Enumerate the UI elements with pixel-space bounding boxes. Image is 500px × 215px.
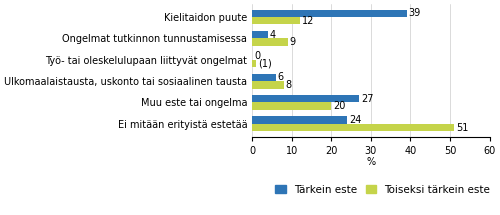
Text: 8: 8	[286, 80, 292, 90]
Bar	[252, 116, 347, 124]
Text: 6: 6	[278, 72, 284, 82]
Bar	[252, 31, 268, 38]
Bar	[252, 60, 256, 67]
X-axis label: %: %	[366, 157, 376, 167]
Bar	[252, 17, 300, 25]
Text: (1): (1)	[258, 58, 272, 68]
Bar	[252, 9, 406, 17]
Bar	[252, 74, 276, 81]
Bar	[252, 95, 359, 102]
Text: 27: 27	[361, 94, 374, 104]
Text: 0: 0	[254, 51, 260, 61]
Text: 51: 51	[456, 123, 468, 132]
Text: 24: 24	[349, 115, 362, 125]
Legend: Tärkein este, Toiseksi tärkein este: Tärkein este, Toiseksi tärkein este	[276, 185, 490, 195]
Text: 9: 9	[290, 37, 296, 47]
Text: 12: 12	[302, 16, 314, 26]
Text: 4: 4	[270, 30, 276, 40]
Bar	[252, 102, 332, 110]
Bar	[252, 81, 284, 89]
Bar	[252, 124, 454, 131]
Bar	[252, 38, 288, 46]
Text: 20: 20	[333, 101, 345, 111]
Text: 39: 39	[408, 8, 421, 18]
